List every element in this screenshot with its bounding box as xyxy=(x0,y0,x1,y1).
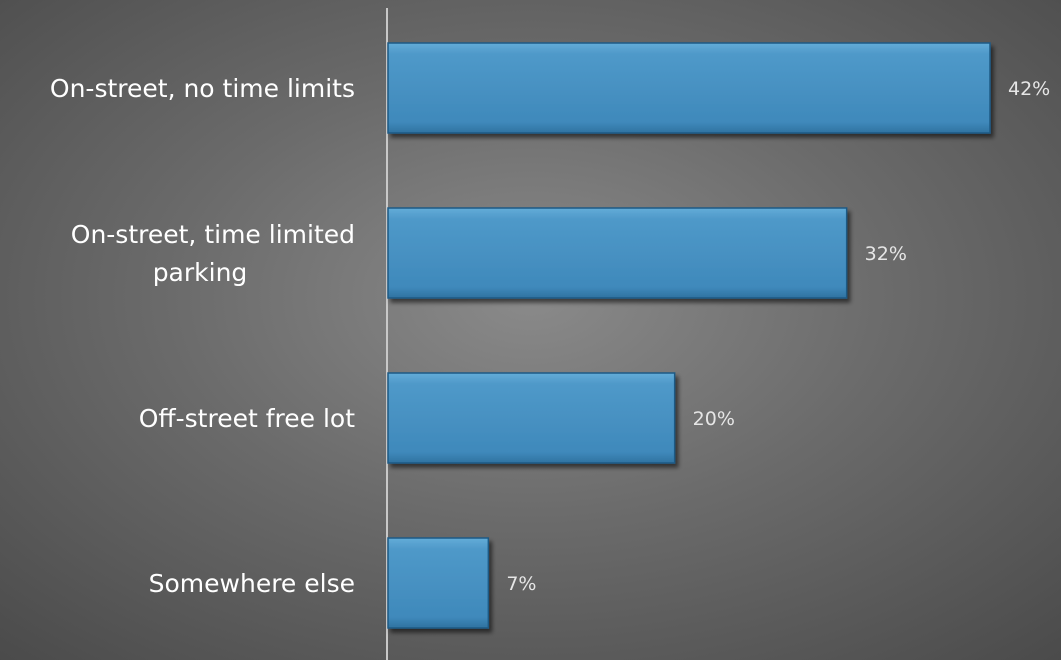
data-label-1: 42% xyxy=(1008,78,1050,100)
category-label-line: parking xyxy=(153,258,248,287)
bar-4 xyxy=(387,537,490,629)
data-labels-group: 42% 32% 20% 7% xyxy=(506,78,1050,595)
category-label-line: Somewhere else xyxy=(149,569,355,598)
category-label-line: On-street, no time limits xyxy=(50,74,355,103)
category-labels-group: On-street, no time limits On-street, time… xyxy=(50,74,355,598)
bar-3 xyxy=(387,372,676,464)
category-label-1: On-street, no time limits xyxy=(50,74,355,103)
category-label-2: On-street, time limited parking xyxy=(71,220,355,287)
data-label-3: 20% xyxy=(693,408,735,430)
category-label-line: Off-street free lot xyxy=(139,404,355,433)
bar-1 xyxy=(387,42,991,134)
category-label-4: Somewhere else xyxy=(149,569,355,598)
data-label-4: 7% xyxy=(506,573,536,595)
category-label-3: Off-street free lot xyxy=(139,404,355,433)
bars-group xyxy=(387,42,991,629)
bar-2 xyxy=(387,207,848,299)
data-label-2: 32% xyxy=(865,243,907,265)
category-label-line: On-street, time limited xyxy=(71,220,355,249)
